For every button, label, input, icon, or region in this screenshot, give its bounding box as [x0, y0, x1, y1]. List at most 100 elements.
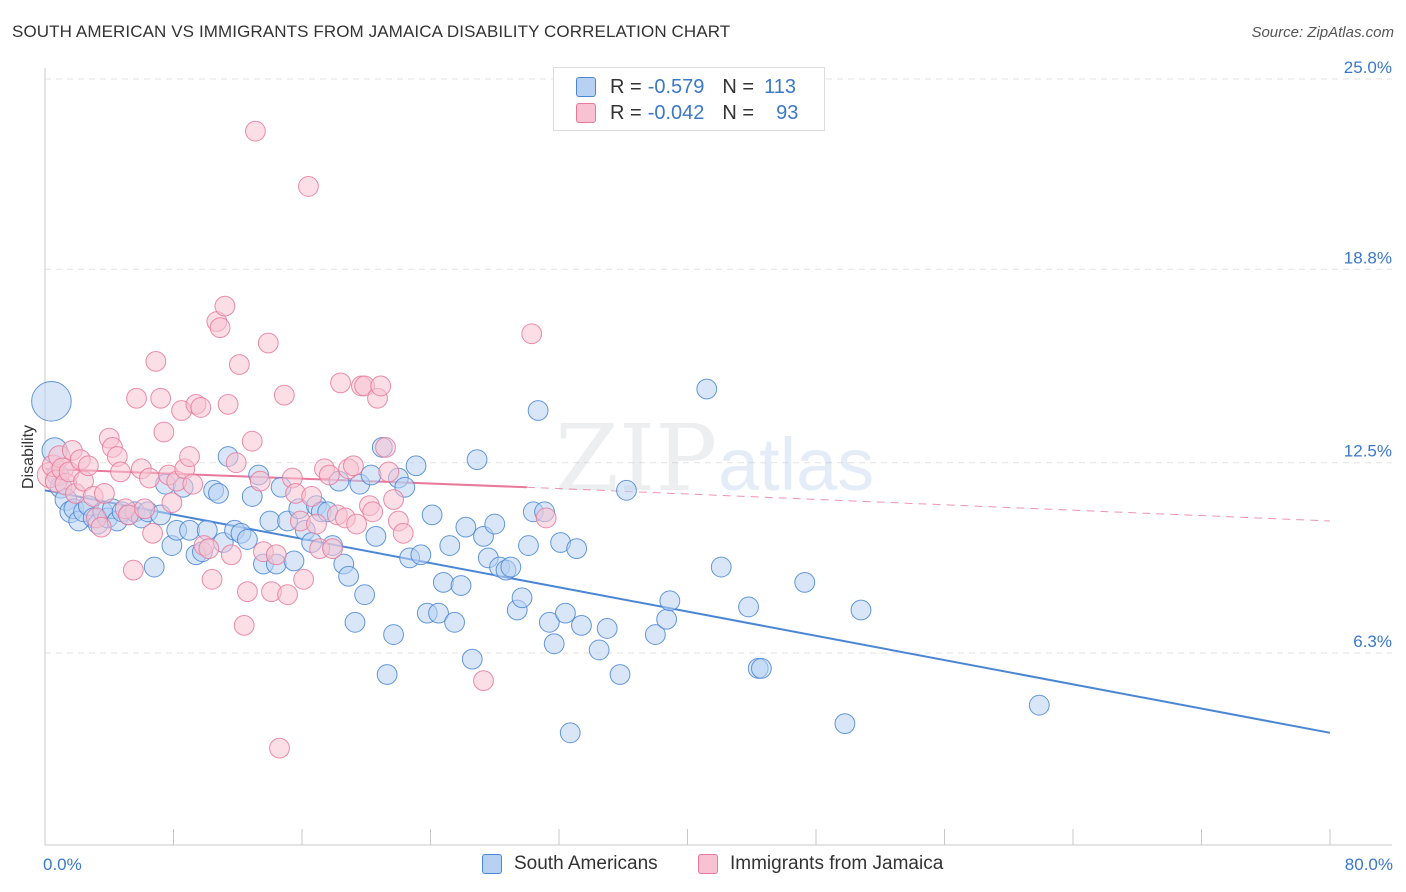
bottom-legend-jamaica: Immigrants from Jamaica — [698, 851, 943, 877]
data-point — [126, 387, 147, 409]
data-point — [609, 664, 631, 685]
data-point — [338, 565, 359, 587]
data-point — [566, 538, 588, 560]
data-point — [122, 559, 144, 581]
data-point — [249, 470, 271, 492]
data-point — [444, 611, 465, 633]
data-point — [571, 614, 592, 636]
watermark: ZIP atlas — [555, 405, 874, 512]
data-point — [535, 507, 557, 529]
data-point — [208, 482, 229, 504]
data-point — [850, 599, 872, 621]
data-point — [198, 538, 220, 560]
data-point — [559, 722, 581, 744]
y-tick-label: 6.3% — [1353, 632, 1392, 651]
data-point — [228, 354, 250, 375]
data-point — [298, 176, 319, 197]
data-point — [257, 332, 279, 354]
data-point — [259, 510, 281, 532]
data-point — [293, 568, 315, 590]
data-point — [134, 498, 155, 520]
data-point — [365, 525, 387, 547]
data-point — [346, 513, 368, 535]
data-point — [596, 618, 618, 639]
data-point — [555, 602, 576, 624]
data-point — [233, 614, 255, 636]
data-point — [142, 522, 164, 544]
data-point — [209, 317, 231, 339]
data-point — [405, 455, 427, 477]
data-point — [190, 397, 212, 418]
data-point — [375, 436, 396, 458]
data-point — [543, 633, 565, 655]
legend-n-label: N = — [722, 75, 755, 98]
bottom-legend-south-americans: South Americans — [482, 851, 658, 877]
data-point — [432, 572, 454, 593]
data-point — [145, 350, 167, 372]
data-point — [455, 516, 477, 538]
data-point — [383, 489, 404, 510]
trend-line-south-americans — [44, 489, 1331, 734]
data-point — [527, 400, 549, 421]
data-point — [360, 464, 382, 486]
legend-r-value: -0.042 — [647, 101, 705, 124]
legend-r-label: R = — [610, 101, 642, 124]
data-point — [236, 581, 258, 603]
data-point — [265, 544, 287, 566]
data-point — [421, 504, 443, 526]
series-south-americans — [31, 378, 1050, 744]
data-point — [94, 482, 115, 504]
data-point — [710, 556, 732, 578]
data-point — [322, 538, 343, 560]
legend-swatch-jamaica — [576, 103, 596, 123]
data-point — [277, 584, 298, 606]
data-point — [834, 713, 856, 734]
data-point — [439, 535, 461, 556]
x-tick-label: 0.0% — [43, 855, 82, 874]
data-point — [450, 575, 472, 596]
data-point — [77, 455, 99, 477]
stats-legend: R = -0.579 N = 113 R = -0.042 N = 93 — [553, 67, 825, 131]
data-point — [376, 664, 398, 685]
legend-n-label: N = — [722, 101, 755, 124]
data-point — [588, 639, 610, 661]
data-point — [273, 384, 295, 406]
data-point — [473, 670, 494, 692]
data-point — [354, 584, 376, 606]
legend-n-value: 93 — [776, 101, 799, 124]
data-point — [656, 608, 678, 630]
data-point — [143, 556, 165, 578]
data-point — [461, 648, 483, 670]
data-point — [500, 556, 522, 578]
data-point — [90, 516, 112, 538]
data-point — [511, 587, 533, 609]
data-point — [153, 421, 175, 443]
data-point — [139, 467, 160, 489]
y-tick-label: 12.5% — [1344, 442, 1392, 461]
data-point — [225, 452, 247, 474]
data-point — [161, 492, 183, 513]
data-point — [1028, 694, 1050, 716]
watermark-zip: ZIP — [555, 405, 717, 512]
data-point — [306, 513, 327, 535]
data-points — [31, 120, 1050, 759]
series-jamaica — [36, 120, 557, 759]
data-point — [110, 461, 131, 483]
data-point — [182, 473, 204, 495]
data-point — [201, 568, 223, 590]
data-point — [370, 375, 392, 397]
data-point — [738, 596, 759, 618]
data-point — [484, 513, 506, 535]
data-point — [428, 602, 449, 624]
legend-r-label: R = — [610, 75, 642, 98]
source-credit: Source: ZipAtlas.com — [1251, 24, 1394, 41]
data-point — [410, 544, 432, 566]
data-point — [318, 464, 340, 486]
data-point — [301, 486, 323, 507]
bottom-legend-label-jamaica: Immigrants from Jamaica — [730, 853, 944, 874]
bottom-legend-swatch-jamaica — [698, 854, 718, 874]
data-point — [344, 611, 366, 633]
data-point — [644, 624, 666, 645]
chart-title: SOUTH AMERICAN VS IMMIGRANTS FROM JAMAIC… — [12, 22, 731, 41]
